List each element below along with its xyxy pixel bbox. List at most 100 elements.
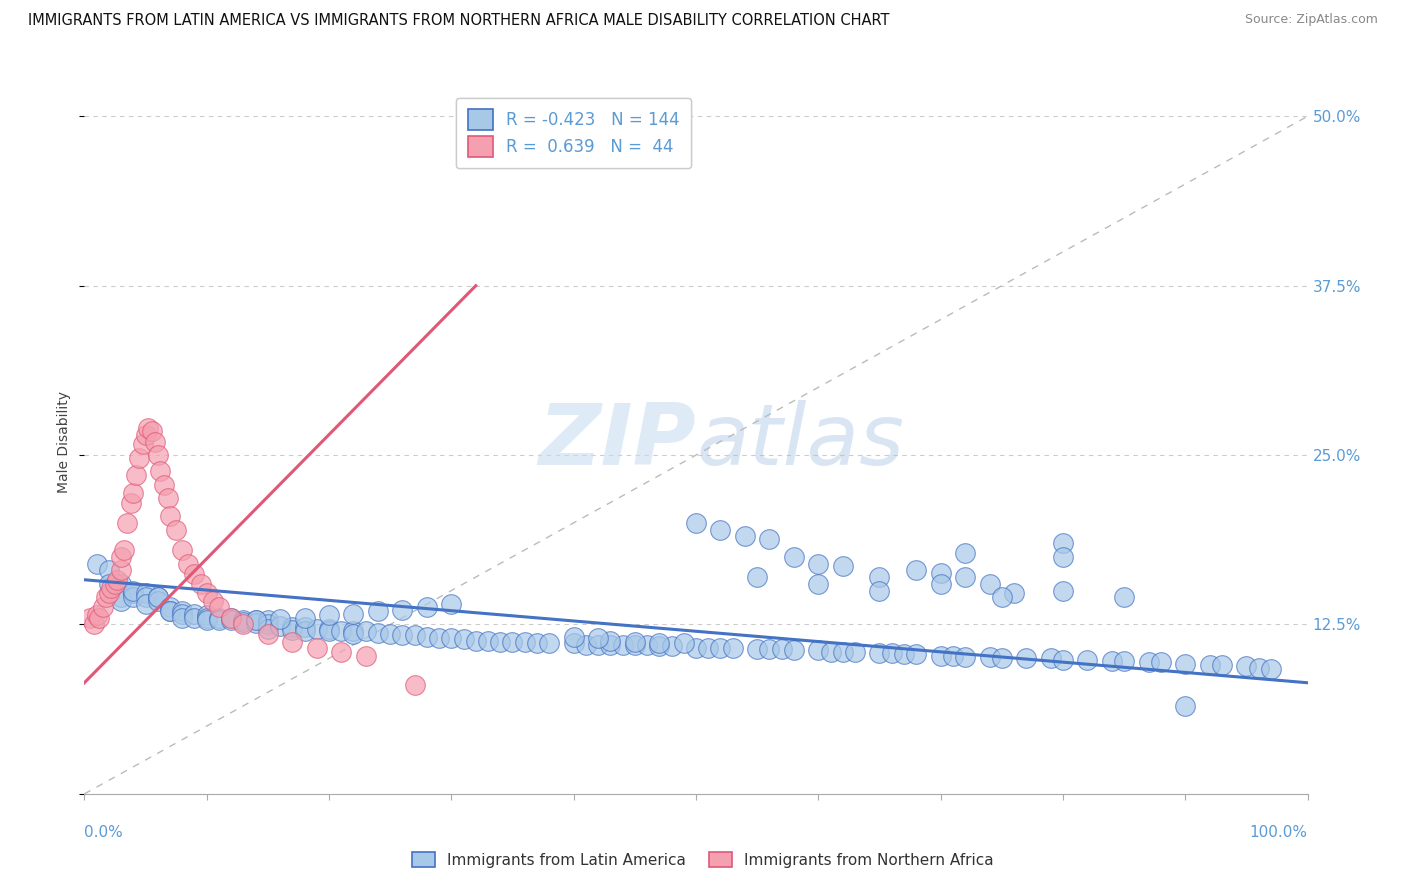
Point xyxy=(115,516,138,530)
Point xyxy=(1076,653,1098,667)
Point xyxy=(219,610,242,624)
Point xyxy=(135,427,157,442)
Point xyxy=(153,478,176,492)
Point xyxy=(318,607,340,622)
Point xyxy=(172,543,194,558)
Point xyxy=(219,614,242,628)
Point xyxy=(979,650,1001,665)
Point xyxy=(416,630,439,644)
Point xyxy=(1260,662,1282,676)
Point xyxy=(636,638,658,652)
Point xyxy=(942,648,965,663)
Point xyxy=(245,616,267,631)
Point xyxy=(342,624,364,639)
Point xyxy=(122,586,145,600)
Point xyxy=(844,644,866,658)
Point xyxy=(281,623,304,637)
Point xyxy=(135,597,157,611)
Point xyxy=(489,635,512,649)
Legend: Immigrants from Latin America, Immigrants from Northern Africa: Immigrants from Latin America, Immigrant… xyxy=(405,844,1001,875)
Point xyxy=(1198,658,1220,673)
Point xyxy=(86,557,108,571)
Point xyxy=(149,464,172,478)
Point xyxy=(1211,658,1233,673)
Legend: R = -0.423   N = 144, R =  0.639   N =  44: R = -0.423 N = 144, R = 0.639 N = 44 xyxy=(456,97,692,169)
Point xyxy=(1174,657,1197,671)
Point xyxy=(953,546,976,560)
Point xyxy=(294,620,316,634)
Point xyxy=(105,573,128,587)
Point xyxy=(232,617,254,632)
Point xyxy=(110,591,132,605)
Point xyxy=(112,543,135,558)
Point xyxy=(96,591,118,605)
Point xyxy=(1052,536,1074,550)
Point xyxy=(979,577,1001,591)
Point xyxy=(330,644,353,658)
Point xyxy=(929,577,952,591)
Point xyxy=(86,607,108,622)
Point xyxy=(380,627,402,641)
Point xyxy=(172,610,194,624)
Point xyxy=(1015,651,1038,665)
Point xyxy=(165,523,187,537)
Point xyxy=(661,639,683,653)
Point xyxy=(183,567,205,582)
Point xyxy=(404,628,426,642)
Point xyxy=(342,607,364,621)
Point xyxy=(513,635,536,649)
Point xyxy=(97,586,120,600)
Point xyxy=(685,516,707,530)
Point xyxy=(747,641,769,656)
Point xyxy=(991,651,1014,665)
Point xyxy=(562,630,585,644)
Point xyxy=(1039,651,1062,665)
Point xyxy=(159,604,181,618)
Text: 100.0%: 100.0% xyxy=(1250,825,1308,840)
Point xyxy=(122,591,145,605)
Point xyxy=(201,594,224,608)
Point xyxy=(257,617,280,632)
Point xyxy=(172,604,194,618)
Point xyxy=(110,549,132,564)
Point xyxy=(367,625,389,640)
Point xyxy=(156,491,179,506)
Point xyxy=(232,614,254,628)
Point xyxy=(477,633,499,648)
Point xyxy=(464,633,486,648)
Point xyxy=(122,583,145,598)
Point xyxy=(128,450,150,465)
Point xyxy=(104,577,127,591)
Point xyxy=(1114,654,1136,668)
Point xyxy=(91,599,114,614)
Point xyxy=(612,638,634,652)
Point xyxy=(770,641,793,656)
Point xyxy=(869,646,891,660)
Point xyxy=(440,597,463,611)
Point xyxy=(281,620,304,634)
Point xyxy=(624,635,647,649)
Point xyxy=(257,627,280,641)
Point xyxy=(440,631,463,645)
Point xyxy=(97,577,120,591)
Point xyxy=(721,640,744,655)
Point xyxy=(1247,661,1270,675)
Point xyxy=(257,622,280,636)
Point xyxy=(1137,656,1160,670)
Point xyxy=(807,643,830,657)
Point xyxy=(122,486,145,500)
Point xyxy=(245,614,267,628)
Point xyxy=(97,563,120,577)
Point xyxy=(599,638,621,652)
Point xyxy=(132,437,155,451)
Point xyxy=(929,648,952,663)
Point xyxy=(1052,653,1074,667)
Point xyxy=(624,638,647,652)
Point xyxy=(1150,656,1173,670)
Point xyxy=(172,607,194,621)
Point xyxy=(195,586,218,600)
Point xyxy=(869,570,891,584)
Point xyxy=(502,635,524,649)
Point xyxy=(586,638,609,652)
Point xyxy=(453,632,475,647)
